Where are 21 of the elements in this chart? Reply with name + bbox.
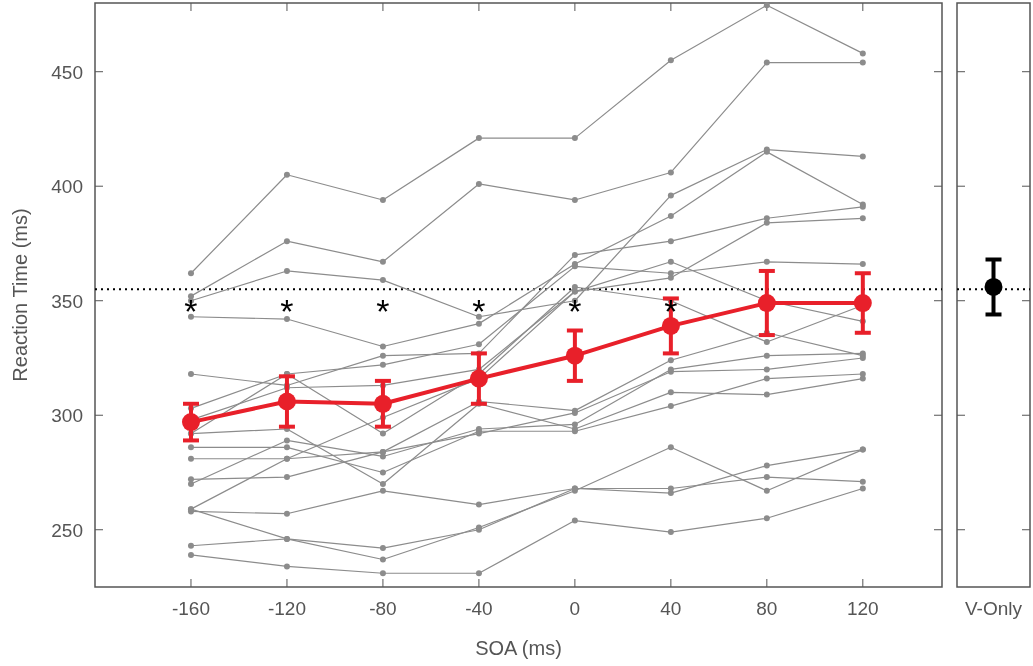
x-tick-label: -120 bbox=[267, 598, 306, 619]
annotation: * bbox=[472, 292, 486, 331]
annotation: * bbox=[568, 292, 582, 331]
y-tick-label: 300 bbox=[51, 405, 83, 427]
annotation: * bbox=[184, 292, 198, 331]
x-tick-label: -40 bbox=[465, 598, 493, 619]
y-tick-label: 350 bbox=[51, 290, 83, 312]
x-tick-label: -160 bbox=[171, 598, 210, 619]
x-tick-label: 80 bbox=[756, 598, 778, 619]
x-tick-label: -80 bbox=[369, 598, 397, 619]
x-tick-label: V-Only bbox=[964, 598, 1023, 619]
x-tick-label: 120 bbox=[846, 598, 879, 619]
x-tick-label: 40 bbox=[660, 598, 682, 619]
annotation: * bbox=[376, 292, 390, 331]
annotation: * bbox=[280, 292, 294, 331]
y-tick-label: 400 bbox=[51, 176, 83, 198]
x-tick-label: 0 bbox=[569, 598, 581, 619]
y-tick-label: 250 bbox=[51, 519, 83, 541]
x-axis-title: SOA (ms) bbox=[475, 637, 562, 659]
y-tick-label: 450 bbox=[51, 61, 83, 83]
y-axis-title: Reaction Time (ms) bbox=[9, 208, 31, 382]
